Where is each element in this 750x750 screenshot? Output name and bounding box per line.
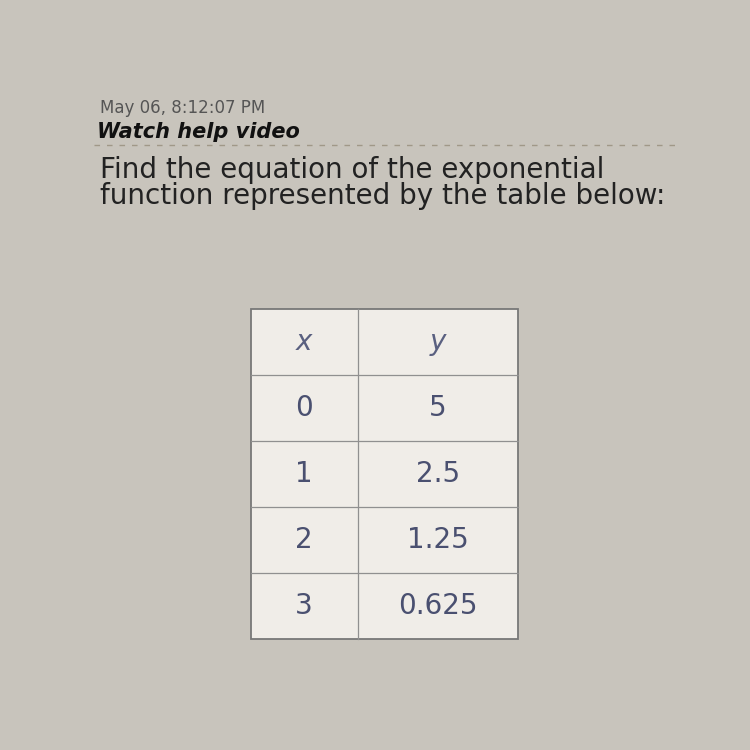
- Text: 0: 0: [296, 394, 313, 422]
- Text: May 06, 8:12:07 PM: May 06, 8:12:07 PM: [100, 99, 265, 117]
- Text: 5: 5: [429, 394, 447, 422]
- Text: function represented by the table below:: function represented by the table below:: [100, 182, 665, 211]
- Text: Watch help video: Watch help video: [97, 122, 299, 142]
- Text: 3: 3: [296, 592, 313, 620]
- Text: 1.25: 1.25: [407, 526, 469, 554]
- Bar: [251, 310, 518, 639]
- Text: Find the equation of the exponential: Find the equation of the exponential: [100, 157, 604, 184]
- Text: 0.625: 0.625: [398, 592, 478, 620]
- Text: y: y: [430, 328, 446, 356]
- Text: 2: 2: [296, 526, 313, 554]
- Text: 1: 1: [296, 460, 313, 488]
- Text: 2.5: 2.5: [416, 460, 460, 488]
- Text: x: x: [296, 328, 312, 356]
